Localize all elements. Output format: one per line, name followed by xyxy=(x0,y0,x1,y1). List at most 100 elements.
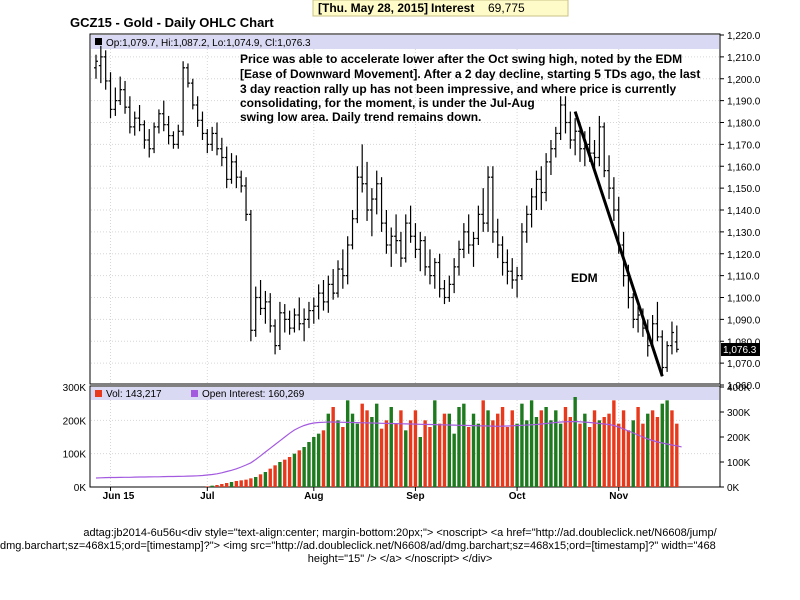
ohlc-bar xyxy=(432,258,437,289)
volume-bar xyxy=(597,420,602,487)
ohlc-bar xyxy=(302,308,307,342)
volume-bar xyxy=(525,420,529,487)
volume-bar xyxy=(520,403,524,487)
ohlc-bar xyxy=(205,129,210,154)
ohlc-bar xyxy=(147,129,152,158)
last-price-box xyxy=(721,343,760,356)
x-tick-label: Sep xyxy=(406,491,424,502)
ohlc-bar xyxy=(98,45,103,84)
ohlc-bar xyxy=(389,227,394,267)
annotation-text: Price was able to accelerate lower after… xyxy=(240,52,700,124)
volume-bar xyxy=(379,428,384,487)
ohlc-bar xyxy=(287,310,292,335)
volume-bar xyxy=(641,423,645,487)
volume-bar xyxy=(631,420,635,487)
volume-bar xyxy=(549,420,553,487)
ohlc-bar xyxy=(306,301,311,329)
ohlc-bar xyxy=(466,214,471,254)
ohlc-bar xyxy=(292,308,297,333)
ohlc-bar xyxy=(224,146,229,189)
ohlc-bar xyxy=(369,188,374,237)
volume-bar xyxy=(568,417,573,487)
price-tick-label: 1,190.0 xyxy=(727,97,761,108)
volume-bar xyxy=(360,403,364,487)
price-tick-label: 1,200.0 xyxy=(727,75,761,86)
ohlc-bar xyxy=(137,105,142,132)
volume-bar xyxy=(341,427,345,487)
volume-bar xyxy=(646,413,650,487)
price-tick-label: 1,090.0 xyxy=(727,315,761,326)
oi-tick-label: 400K xyxy=(727,383,751,394)
ohlc-bar xyxy=(674,325,679,353)
oi-tick-label: 0K xyxy=(727,483,740,494)
ohlc-bar xyxy=(360,144,365,193)
x-tick-label: Jun 15 xyxy=(103,491,135,502)
x-tick-label: Nov xyxy=(609,491,628,502)
volume-bar xyxy=(500,407,505,487)
volume-bar xyxy=(636,407,640,487)
volume-bar xyxy=(234,481,239,487)
volume-bar xyxy=(331,407,335,487)
ohlc-bar xyxy=(282,304,287,333)
volume-legend: Vol: 143,217 xyxy=(106,389,162,400)
volume-bar xyxy=(554,410,558,487)
ohlc-bar xyxy=(442,280,447,305)
volume-bar xyxy=(457,407,461,487)
volume-bar xyxy=(302,447,306,487)
volume-bar xyxy=(583,413,587,487)
price-tick-label: 1,160.0 xyxy=(727,162,761,173)
ohlc-bar xyxy=(495,218,500,259)
volume-bars xyxy=(205,397,679,487)
volume-bar xyxy=(529,400,534,487)
ad-tag-line-3: height="15" /> </a> </noscript> </div> xyxy=(307,553,493,565)
ohlc-bar xyxy=(524,205,529,243)
ohlc-bar xyxy=(452,258,457,294)
ohlc-bar xyxy=(321,280,326,311)
ohlc-bar xyxy=(384,210,389,254)
ohlc-bar xyxy=(340,249,345,289)
volume-bar xyxy=(476,423,481,487)
volume-bar xyxy=(496,413,500,487)
volume-bar xyxy=(607,413,611,487)
ohlc-bar xyxy=(490,166,495,243)
ohlc-bar xyxy=(277,301,282,350)
volume-bar xyxy=(345,400,350,487)
ohlc-bar xyxy=(544,153,549,202)
price-tick-label: 1,100.0 xyxy=(727,294,761,305)
volume-bar xyxy=(486,410,490,487)
oi-tick-label: 100K xyxy=(727,458,751,469)
ohlc-bar xyxy=(519,223,524,280)
ohlc-bar xyxy=(190,78,195,110)
volume-bar xyxy=(491,420,495,487)
ohlc-bar xyxy=(471,231,476,267)
ohlc-bar xyxy=(655,301,660,342)
ohlc-bar xyxy=(573,118,578,156)
ohlc-bar xyxy=(597,115,602,167)
price-gridlines xyxy=(91,49,719,384)
ohlc-bar xyxy=(181,61,186,136)
ohlc-bar xyxy=(505,249,510,285)
volume-bar xyxy=(626,430,631,487)
volume-bar xyxy=(273,465,277,487)
ohlc-bar xyxy=(427,249,432,285)
x-axis: Jun 15 Jul Aug Sep Oct Nov xyxy=(103,487,629,502)
ohlc-bar xyxy=(669,321,674,355)
volume-bar xyxy=(249,478,253,487)
volume-bar xyxy=(384,420,389,487)
ohlc-bar xyxy=(476,205,481,245)
volume-bar xyxy=(326,413,331,487)
ohlc-bar xyxy=(273,319,278,355)
ohlc-bar xyxy=(215,122,219,156)
volume-bar xyxy=(408,420,413,487)
ohlc-bar xyxy=(423,236,428,276)
ohlc-bar xyxy=(563,96,568,134)
price-bars xyxy=(94,45,679,377)
volume-bar xyxy=(229,482,234,487)
volume-bar xyxy=(239,480,243,487)
ohlc-bar xyxy=(553,126,558,158)
ohlc-bar xyxy=(118,76,123,105)
volume-legend-bar xyxy=(91,387,719,400)
ohlc-legend-bar xyxy=(91,35,719,49)
annotation-line-1: Price was able to accelerate lower after… xyxy=(240,52,682,66)
price-tick-label: 1,060.0 xyxy=(727,381,761,392)
